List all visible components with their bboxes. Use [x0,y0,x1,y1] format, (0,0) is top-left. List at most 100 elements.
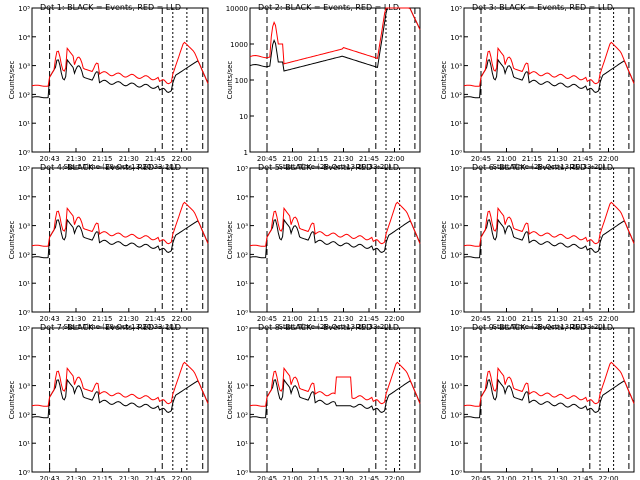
y-tick-label: 10 [239,113,248,121]
y-tick-label: 10⁵ [450,325,462,333]
y-axis-label: Counts/sec [226,221,234,260]
lld-series-line [31,41,209,87]
events-series-line [463,58,635,99]
y-tick-label: 10³ [236,223,248,231]
y-axis-label: Counts/sec [226,381,234,420]
y-tick-label: 10¹ [450,120,462,128]
x-tick-label: 21:30 [333,475,353,480]
x-tick-label: 21:45 [359,475,379,480]
x-tick-label: 21:00 [282,315,302,323]
x-tick-label: 21:30 [66,155,86,163]
panel-title: Det 7: BLACK = Events, RED = LLD [40,323,181,332]
y-tick-label: 10¹ [236,280,248,288]
y-tick-label: 10³ [18,383,30,391]
x-tick-label: 20:45 [471,155,491,163]
y-axis-label: Counts/sec [440,381,448,420]
events-series-line [31,58,209,99]
plot-frame [249,327,421,473]
y-tick-label: 10¹ [450,440,462,448]
plot-frame [249,7,421,153]
y-tick-label: 10³ [450,223,462,231]
x-tick-label: 21:45 [359,315,379,323]
y-tick-label: 10⁰ [18,149,30,157]
y-tick-label: 10² [450,411,462,419]
x-tick-label: 21:30 [547,475,567,480]
panel-title: Det 1: BLACK = Events, RED = LLD [40,3,181,12]
panel-8: Det 8: BLACK = Events, RED = LLD 10⁰ 10¹ 10… [226,323,421,480]
y-tick-label: 10⁵ [18,5,30,13]
plot-frame [31,7,209,153]
y-axis-label: Counts/sec [226,61,234,100]
x-axis-label: Start Time (28-Oct-13 20:33:20) [493,163,606,171]
y-axis-label: Counts/sec [8,381,16,420]
y-tick-label: 10¹ [18,280,30,288]
x-tick-label: 21:30 [547,155,567,163]
y-tick-label: 10⁴ [18,34,30,42]
lld-series-line [463,201,635,247]
lld-series-line [249,7,421,65]
y-tick-label: 10⁴ [450,34,462,42]
y-axis-label: Counts/sec [8,221,16,260]
events-series-line [249,378,421,419]
x-tick-label: 21:30 [66,315,86,323]
y-tick-label: 10⁵ [450,165,462,173]
y-tick-label: 1000 [230,41,248,49]
y-axis-label: Counts/sec [440,61,448,100]
y-tick-label: 10⁵ [18,325,30,333]
y-tick-label: 10² [450,251,462,259]
y-tick-label: 100 [235,77,248,85]
y-tick-label: 10⁴ [450,194,462,202]
y-tick-label: 10⁰ [450,309,462,317]
panel-4: Det 4: BLACK = Events, RED = LLD 10⁰ 10¹ 10… [8,163,209,331]
x-tick-label: 21:45 [573,155,593,163]
x-tick-label: 20:45 [257,475,277,480]
y-tick-label: 10⁵ [450,5,462,13]
x-tick-label: 21:00 [496,315,516,323]
y-tick-label: 10¹ [18,120,30,128]
x-tick-label: 21:15 [308,475,328,480]
x-tick-label: 22:00 [598,315,618,323]
y-tick-label: 10⁴ [236,194,248,202]
x-tick-label: 22:00 [384,155,404,163]
x-tick-label: 22:00 [384,315,404,323]
events-series-line [31,218,209,259]
x-axis-label: Start Time (28-Oct-13 20:33:20) [64,323,177,331]
x-tick-label: 21:30 [119,475,139,480]
events-series-line [249,7,421,72]
panel-title: Det 5: BLACK = Events, RED = LLD [258,163,399,172]
lld-series-line [31,361,209,407]
events-series-line [463,378,635,419]
panel-title: Det 3: BLACK = Events, RED = LLD [472,3,613,12]
x-tick-label: 22:00 [598,475,618,480]
x-tick-label: 21:30 [66,475,86,480]
y-axis-label: Counts/sec [8,61,16,100]
y-tick-label: 10³ [450,63,462,71]
panel-title: Det 9: BLACK = Events, RED = LLD [472,323,613,332]
x-tick-label: 21:00 [282,155,302,163]
plot-frame [463,327,635,473]
panel-title: Det 4: BLACK = Events, RED = LLD [40,163,181,172]
x-tick-label: 22:00 [172,315,192,323]
y-tick-label: 10³ [18,63,30,71]
x-tick-label: 21:30 [119,315,139,323]
panel-9: Det 9: BLACK = Events, RED = LLD 10⁰ 10¹ 10… [440,323,635,480]
panel-7: Det 7: BLACK = Events, RED = LLD 10⁰ 10¹ 10… [8,323,209,480]
y-tick-label: 10² [18,251,30,259]
y-tick-label: 10⁴ [236,354,248,362]
x-tick-label: 22:00 [598,155,618,163]
x-tick-label: 21:45 [573,475,593,480]
y-tick-label: 10³ [18,223,30,231]
panel-title: Det 2: BLACK = Events, RED = LLD [258,3,399,12]
x-tick-label: 21:15 [92,475,112,480]
y-tick-label: 10² [18,91,30,99]
events-series-line [249,218,421,259]
y-tick-label: 10000 [226,5,248,13]
x-tick-label: 20:45 [257,155,277,163]
lld-series-line [249,361,421,407]
y-tick-label: 1 [244,149,248,157]
x-tick-label: 20:45 [471,315,491,323]
x-tick-label: 21:30 [119,155,139,163]
y-tick-label: 10⁰ [450,149,462,157]
panel-1: Det 1: BLACK = Events, RED = LLD 10⁰ 10¹ 10… [8,3,209,171]
